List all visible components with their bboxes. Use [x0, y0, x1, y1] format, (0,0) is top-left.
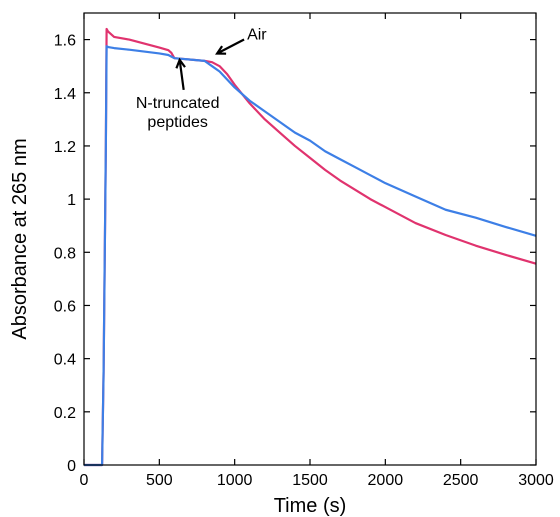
series-layer: [84, 27, 537, 467]
y-axis-title: Absorbance at 265 nm: [9, 138, 31, 339]
x-tick-label: 3000: [518, 472, 554, 489]
x-tick-label: 1500: [292, 472, 328, 489]
y-tick-label: 0: [67, 458, 76, 475]
series-line-2: [84, 45, 537, 467]
series-line-1: [84, 27, 537, 467]
annotation-n-truncated-line1: N-truncated: [136, 95, 220, 112]
annotation-n-truncated-arrow: [175, 57, 186, 91]
y-tick-label: 0.6: [54, 298, 76, 315]
y-tick-label: 1.2: [54, 139, 76, 156]
annotation-layer: Air N-truncated peptides: [136, 27, 267, 131]
y-tick-label: 0.8: [54, 245, 76, 262]
x-tick-label: 0: [80, 472, 89, 489]
x-tick-label: 1000: [217, 472, 253, 489]
annotation-n-truncated-line2: peptides: [147, 114, 208, 131]
y-tick-label: 0.4: [54, 352, 76, 369]
x-tick-label: 2500: [443, 472, 479, 489]
ticks: [83, 13, 537, 466]
annotation-air-arrow: [215, 38, 245, 55]
y-tick-label: 1.6: [54, 33, 76, 50]
plot-frame: [83, 12, 537, 466]
y-tick-label: 1.4: [54, 86, 76, 103]
y-tick-label: 1: [67, 192, 76, 209]
x-tick-label: 2000: [368, 472, 404, 489]
x-tick-label: 500: [146, 472, 173, 489]
y-tick-label: 0.2: [54, 405, 76, 422]
x-axis-title: Time (s): [274, 495, 347, 517]
tick-labels: 0 500 1000 1500 2000 2500 3000 0 0.2 0.4 0.6 0.8 1 1.…: [54, 33, 554, 489]
annotation-air: Air: [247, 27, 267, 44]
